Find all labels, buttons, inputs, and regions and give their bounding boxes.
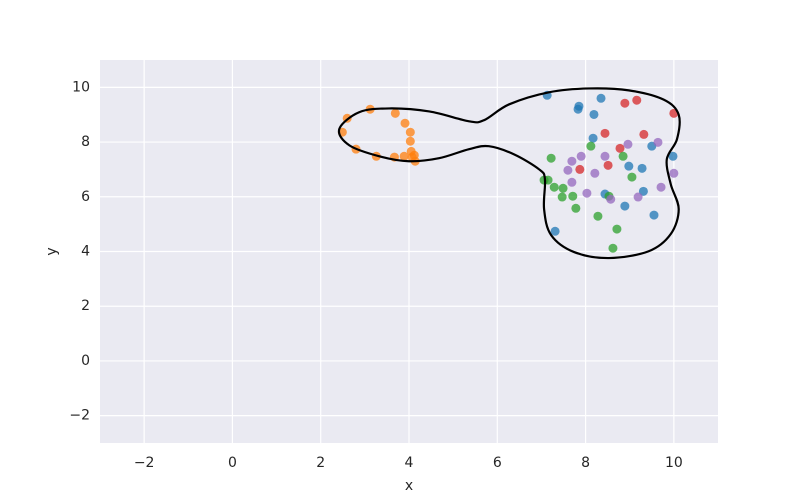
scatter-point	[603, 160, 613, 170]
scatter-point	[638, 186, 648, 196]
scatter-point	[656, 182, 666, 192]
scatter-point	[571, 203, 581, 213]
scatter-point	[653, 137, 663, 147]
scatter-point	[606, 194, 616, 204]
scatter-point	[390, 108, 400, 118]
scatter-point	[618, 151, 628, 161]
x-tick-label: 0	[228, 455, 237, 471]
y-tick-label: 10	[72, 79, 90, 95]
y-tick-label: 2	[81, 298, 90, 314]
y-tick-label: 4	[81, 244, 90, 260]
scatter-point	[567, 177, 577, 187]
scatter-point	[582, 188, 592, 198]
scatter-point	[573, 104, 583, 114]
scatter-point	[590, 168, 600, 178]
scatter-point	[567, 156, 577, 166]
scatter-point	[612, 224, 622, 234]
boundary-curve	[337, 87, 681, 260]
scatter-point	[405, 136, 415, 146]
scatter-point	[575, 164, 585, 174]
scatter-point	[639, 129, 649, 139]
x-tick-label: 8	[581, 455, 590, 471]
scatter-point	[615, 143, 625, 153]
x-tick-label: 2	[316, 455, 325, 471]
scatter-point	[586, 141, 596, 151]
scatter-point	[550, 226, 560, 236]
x-tick-label: −2	[134, 455, 155, 471]
scatter-point	[568, 191, 578, 201]
scatter-point	[600, 128, 610, 138]
scatter-point	[627, 172, 637, 182]
y-tick-label: 6	[81, 189, 90, 205]
scatter-point	[589, 109, 599, 119]
scatter-point	[588, 133, 598, 143]
scatter-point	[557, 192, 567, 202]
scatter-point	[593, 211, 603, 221]
scatter-point	[649, 210, 659, 220]
y-tick-label: −2	[69, 408, 90, 424]
scatter-point	[409, 150, 419, 160]
scatter-point	[596, 93, 606, 103]
scatter-point	[546, 153, 556, 163]
scatter-point	[620, 201, 630, 211]
scatter-point	[624, 161, 634, 171]
x-tick-label: 4	[405, 455, 414, 471]
scatter-point	[400, 118, 410, 128]
x-tick-label: 6	[493, 455, 502, 471]
scatter-point	[576, 151, 586, 161]
x-tick-label: 10	[665, 455, 683, 471]
y-tick-label: 0	[81, 353, 90, 369]
y-tick-label: 8	[81, 134, 90, 150]
scatter-point	[558, 183, 568, 193]
scatter-point	[669, 168, 679, 178]
scatter-point	[600, 151, 610, 161]
scatter-point	[623, 139, 633, 149]
scatter-point	[563, 165, 573, 175]
y-axis-label: y	[44, 247, 60, 255]
scatter-point	[399, 151, 409, 161]
scatter-point	[668, 151, 678, 161]
scatter-point	[633, 192, 643, 202]
scatter-point	[632, 95, 642, 105]
scatter-point	[405, 127, 415, 137]
scatter-point	[549, 182, 559, 192]
x-axis-label: x	[405, 478, 413, 494]
scatter-point	[608, 243, 618, 253]
scatter-point	[620, 98, 630, 108]
scatter-point	[637, 163, 647, 173]
